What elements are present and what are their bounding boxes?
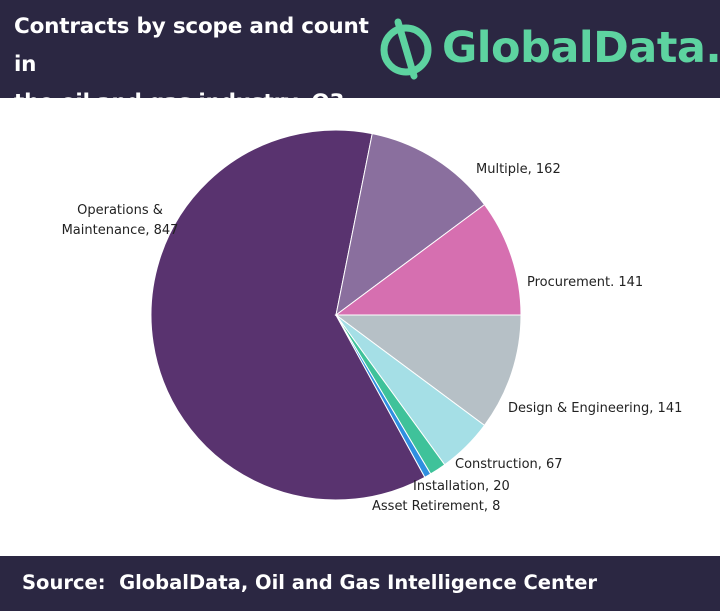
slice-label-line: Installation, 20 <box>413 479 510 494</box>
pie-slice-procurement <box>334 203 522 316</box>
slice-label-line: Design & Engineering, 141 <box>508 401 682 416</box>
pie-slice-design-engineering <box>334 314 522 427</box>
title-line-1: Contracts by scope and count in <box>14 14 369 77</box>
logo-text: GlobalData. <box>442 23 720 73</box>
slice-label-line: Operations & <box>77 203 163 218</box>
pie-slice-operations-maintenance <box>150 129 426 501</box>
slice-label-procurement: Procurement. 141 <box>527 275 643 290</box>
chart-title: Contracts by scope and count in the oil … <box>14 8 374 160</box>
slice-label-design-engineering: Design & Engineering, 141 <box>508 401 682 416</box>
slice-label-construction: Construction, 67 <box>455 457 563 472</box>
footer-banner: Source: GlobalData, Oil and Gas Intellig… <box>0 556 720 611</box>
header-banner: Contracts by scope and count in the oil … <box>0 0 720 153</box>
slice-label-line: Asset Retirement, 8 <box>372 499 500 514</box>
globaldata-logo: GlobalData. <box>376 16 720 82</box>
pie-slice-multiple <box>335 132 486 317</box>
slice-label-line: Procurement. 141 <box>527 275 643 290</box>
globaldata-logo-icon <box>380 18 432 80</box>
slice-label-operations-maintenance: Operations & Maintenance, 847 <box>62 203 179 238</box>
pie-chart-area: Operations & Maintenance, 847 Multiple, 16… <box>0 98 720 556</box>
source-note: Source: GlobalData, Oil and Gas Intellig… <box>22 571 598 594</box>
slice-label-line: Construction, 67 <box>455 457 563 472</box>
pie-chart: Operations & Maintenance, 847 Multiple, 16… <box>62 129 682 514</box>
slice-label-line: Multiple, 162 <box>476 162 561 177</box>
slice-label-multiple: Multiple, 162 <box>476 162 561 177</box>
slice-label-asset-retirement: Asset Retirement, 8 <box>372 499 500 514</box>
slice-label-installation: Installation, 20 <box>413 479 510 494</box>
pie-slice-asset-retirement <box>335 314 432 478</box>
title-line-2: the oil and gas industry, Q3 2019 <box>14 90 345 153</box>
slice-label-line: Maintenance, 847 <box>62 223 179 238</box>
